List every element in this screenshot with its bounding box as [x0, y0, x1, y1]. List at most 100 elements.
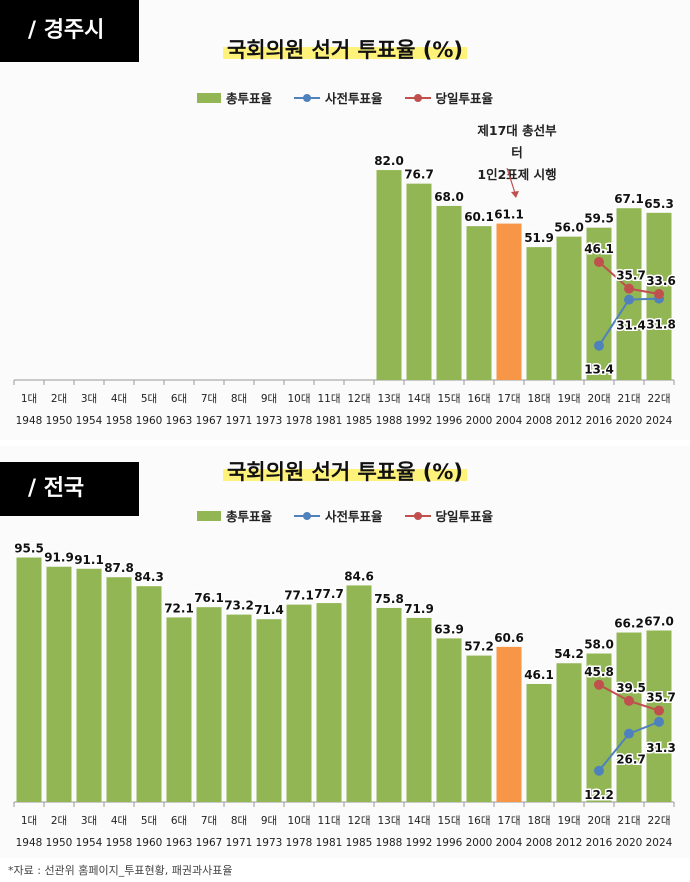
x-tick-label-term: 13대: [377, 815, 400, 827]
x-tick-label-year: 1996: [436, 837, 463, 849]
x-tick-label-term: 14대: [407, 393, 430, 405]
x-tick-label-term: 21대: [617, 815, 640, 827]
data-point-early: [594, 765, 604, 776]
x-tick-label-year: 2020: [616, 415, 643, 427]
x-tick-label-year: 1948: [16, 415, 43, 427]
x-tick-label-year: 1963: [166, 415, 193, 427]
legend-item-sameday: 당일투표율: [404, 506, 494, 525]
x-tick-label-term: 19대: [557, 815, 580, 827]
bar: [376, 607, 402, 802]
bar-value-label: 77.1: [284, 589, 314, 603]
bar: [466, 655, 492, 802]
x-tick-label-year: 2016: [586, 415, 613, 427]
annotation-arrow: [506, 167, 516, 194]
data-label-early: 26.7: [616, 753, 646, 767]
data-point-sameday: [624, 283, 634, 294]
bar-value-label: 67.0: [644, 614, 674, 628]
legend-item-total: 총투표율: [196, 88, 272, 107]
x-tick-label-year: 2012: [556, 837, 583, 849]
x-tick-label-term: 7대: [201, 815, 217, 827]
bar-value-label: 59.5: [584, 212, 614, 226]
legend-label: 당일투표율: [435, 91, 494, 106]
x-tick-label-year: 1988: [376, 415, 403, 427]
x-tick-label-year: 1948: [16, 837, 43, 849]
legend-label: 총투표율: [225, 509, 272, 524]
x-tick-label-year: 1967: [196, 837, 223, 849]
data-label-sameday: 39.5: [616, 681, 646, 695]
x-tick-label-term: 5대: [141, 393, 157, 405]
x-tick-label-year: 2000: [466, 415, 493, 427]
data-point-sameday: [594, 679, 604, 690]
bar-value-label: 73.2: [224, 599, 254, 613]
data-point-early: [594, 340, 604, 351]
bar-value-label: 63.9: [434, 622, 464, 636]
bar-value-label: 60.1: [464, 210, 494, 224]
bar-value-label: 75.8: [374, 592, 404, 606]
legend: 총투표율 사전투표율 당일투표율: [0, 88, 690, 107]
legend-line-swatch-sameday: [404, 511, 431, 520]
annotation-arrowhead: [511, 191, 519, 198]
bar-value-label: 82.0: [374, 154, 404, 168]
x-tick-label-year: 2004: [496, 415, 523, 427]
x-tick-label-year: 1981: [316, 415, 343, 427]
bar: [436, 638, 462, 802]
x-tick-label-year: 1963: [166, 837, 193, 849]
x-tick-label-term: 12대: [347, 393, 370, 405]
x-tick-label-term: 11대: [317, 815, 340, 827]
x-tick-label-year: 2008: [526, 837, 553, 849]
x-tick-label-year: 1985: [346, 837, 373, 849]
bar-value-label: 60.6: [494, 631, 524, 645]
x-tick-label-year: 2000: [466, 837, 493, 849]
x-tick-label-year: 1981: [316, 837, 343, 849]
bar: [316, 603, 342, 802]
chart-plot-national: 1대 1948 95.5 2대 1950 91.9 3대 1954 91.1 4대 1958 87.8…: [13, 540, 678, 849]
chart-title: 국회의원 선거 투표율 (%): [0, 456, 690, 486]
legend-item-sameday: 당일투표율: [404, 88, 494, 107]
x-tick-label-year: 2004: [496, 837, 523, 849]
x-tick-label-term: 4대: [111, 393, 127, 405]
legend-bar-swatch: [196, 92, 221, 103]
data-point-sameday: [654, 705, 664, 716]
x-tick-label-term: 18대: [527, 815, 550, 827]
data-point-early: [624, 728, 634, 739]
x-tick-label-term: 6대: [171, 815, 187, 827]
bar: [556, 236, 582, 380]
x-tick-label-year: 2012: [556, 415, 583, 427]
x-tick-label-year: 1954: [76, 415, 103, 427]
x-tick-label-term: 17대: [497, 815, 520, 827]
legend-label: 당일투표율: [435, 509, 494, 524]
x-tick-label-year: 1978: [286, 837, 313, 849]
x-tick-label-term: 8대: [231, 393, 247, 405]
chart-plot-gyeongju: 1대 1948 2대 1950 3대 1954 4대 1958 5대 1960 6대 1963 7대 19…: [13, 153, 677, 427]
x-tick-label-term: 15대: [437, 815, 460, 827]
bar-value-label: 71.4: [254, 603, 284, 617]
x-tick-label-year: 2020: [616, 837, 643, 849]
bar-value-label: 91.9: [44, 551, 74, 565]
bar: [16, 557, 42, 802]
x-tick-label-term: 14대: [407, 815, 430, 827]
x-tick-label-year: 1967: [196, 415, 223, 427]
x-tick-label-term: 22대: [647, 393, 670, 405]
x-tick-label-year: 1985: [346, 415, 373, 427]
x-tick-label-term: 17대: [497, 393, 520, 405]
bar-value-label: 77.7: [314, 587, 344, 601]
data-label-early: 31.3: [646, 741, 676, 755]
bar-value-label: 65.3: [644, 197, 674, 211]
bar: [136, 586, 162, 802]
bar: [556, 663, 582, 802]
bar: [406, 183, 432, 380]
x-tick-label-year: 2024: [646, 415, 673, 427]
legend-label: 사전투표율: [324, 509, 383, 524]
bar-value-label: 61.1: [494, 208, 524, 222]
x-tick-label-year: 1958: [106, 415, 133, 427]
bar: [616, 208, 642, 380]
x-tick-label-term: 21대: [617, 393, 640, 405]
data-label-early: 31.8: [646, 318, 676, 332]
data-label-sameday: 35.7: [646, 691, 676, 705]
bar-value-label: 91.1: [74, 553, 104, 567]
x-tick-label-term: 19대: [557, 393, 580, 405]
annotation-line-2: 1인2표제 시행: [477, 167, 557, 182]
x-tick-label-term: 8대: [231, 815, 247, 827]
bar-value-label: 84.3: [134, 570, 164, 584]
x-tick-label-year: 2008: [526, 415, 553, 427]
